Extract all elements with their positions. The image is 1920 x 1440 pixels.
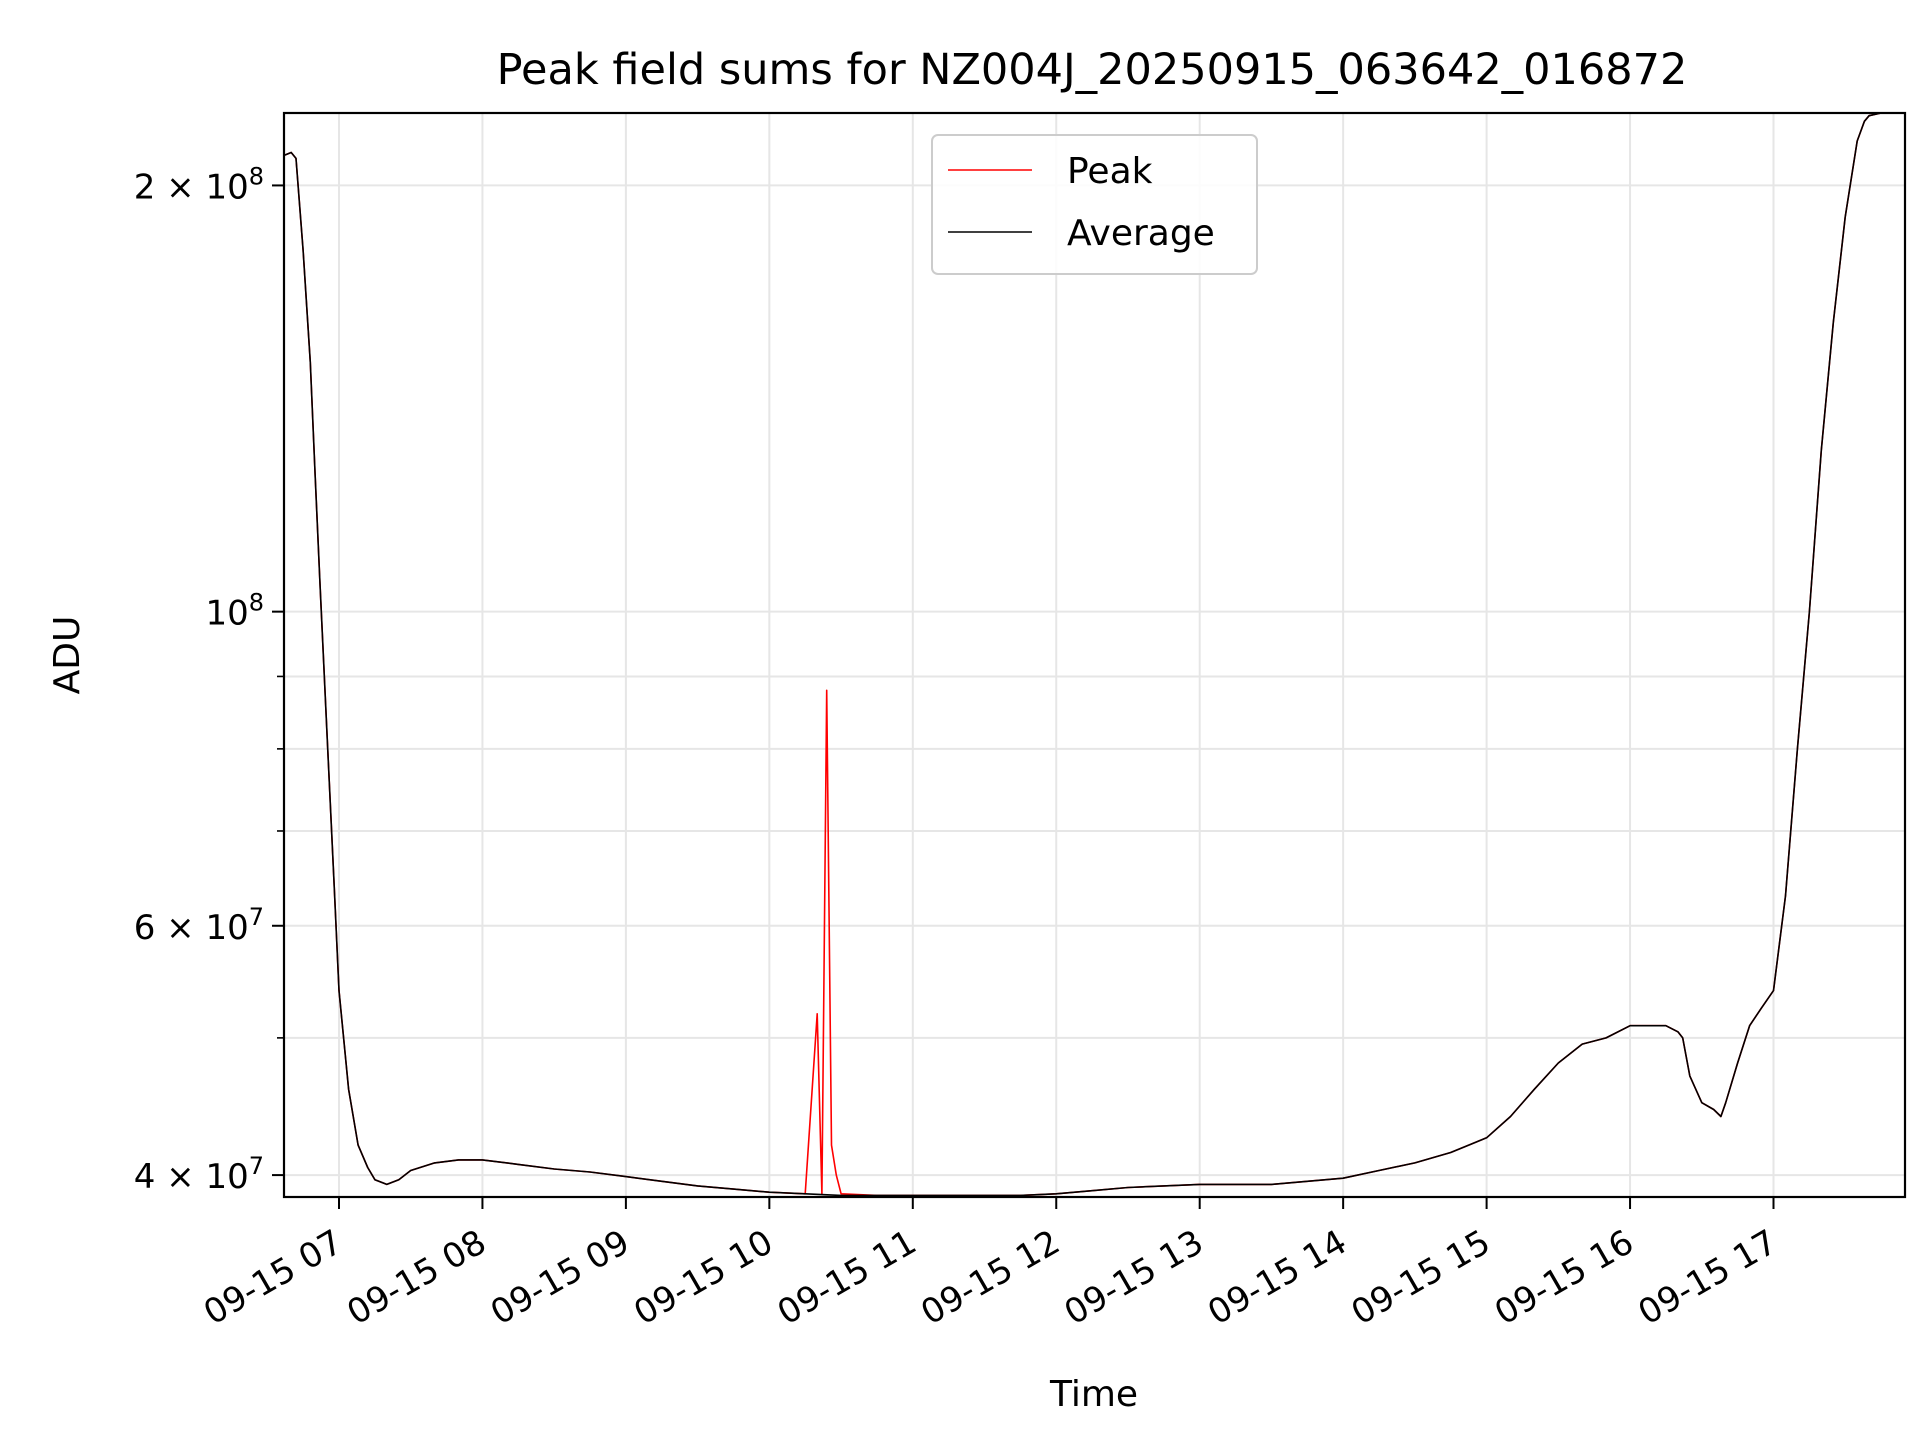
y-axis-label: ADU <box>47 616 88 695</box>
y-tick-label: 108 <box>205 589 264 634</box>
series-line-peak <box>283 112 1905 1197</box>
x-tick-label: 09-15 08 <box>341 1222 493 1333</box>
x-tick-label: 09-15 12 <box>914 1222 1066 1333</box>
x-tick-label: 09-15 17 <box>1632 1222 1784 1333</box>
x-tick-label: 09-15 09 <box>484 1222 636 1333</box>
x-tick-label: 09-15 10 <box>627 1222 779 1333</box>
y-tick-label: 6 × 107 <box>134 903 264 948</box>
x-tick-label: 09-15 13 <box>1058 1222 1210 1333</box>
plot-lines <box>283 112 1905 1197</box>
x-tick-label: 09-15 07 <box>197 1222 349 1333</box>
x-tick-label: 09-15 14 <box>1201 1222 1353 1333</box>
legend-peak-label: Peak <box>1067 151 1153 192</box>
plot-frame <box>282 111 1907 1199</box>
x-tick-label: 09-15 16 <box>1488 1222 1640 1333</box>
legend-average-label: Average <box>1067 213 1215 254</box>
y-axis: 2 × 108 108 6 × 107 4 × 107 <box>134 162 284 1197</box>
series-line-average <box>283 112 1905 1197</box>
y-tick-label: 4 × 107 <box>134 1152 264 1197</box>
grid <box>284 113 1905 1197</box>
x-tick-label: 09-15 15 <box>1345 1222 1497 1333</box>
x-axis-label: Time <box>1049 1374 1138 1415</box>
legend: Peak Average <box>931 134 1258 275</box>
y-tick-label: 2 × 108 <box>134 162 264 207</box>
chart-title: Peak field sums for NZ004J_20250915_0636… <box>497 45 1688 95</box>
x-tick-label: 09-15 11 <box>771 1222 923 1333</box>
